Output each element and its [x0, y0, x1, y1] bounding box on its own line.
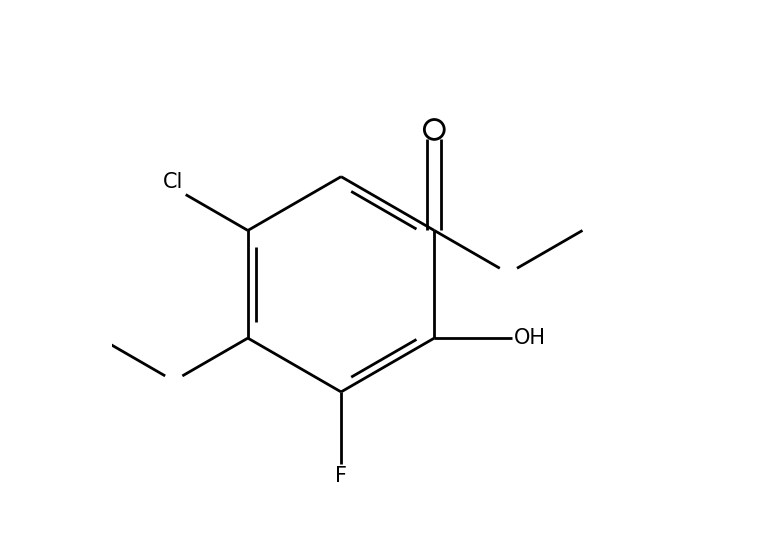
Text: OH: OH — [514, 328, 546, 348]
Text: F: F — [335, 466, 347, 486]
Text: Cl: Cl — [163, 172, 183, 192]
